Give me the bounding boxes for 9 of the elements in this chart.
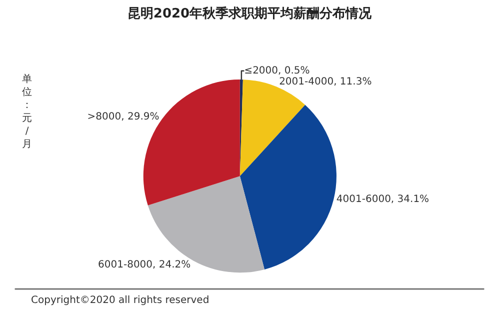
text: 单位：元/月 — [22, 73, 32, 150]
text: Copyright©2020 all rights reserved — [31, 295, 210, 306]
slice-label: 6001-8000, 24.2% — [98, 259, 191, 270]
slice-label: 4001-6000, 34.1% — [336, 194, 430, 206]
chart-title: 昆明2020年秋季求职期平均薪酬分布情况 — [127, 5, 373, 22]
slice-label: ≤2000, 0.5% — [244, 65, 310, 76]
slice-label: 2001-4000, 11.3% — [279, 76, 372, 88]
pie-slice — [240, 104, 336, 270]
slice-label: >8000, 29.9% — [87, 112, 160, 123]
